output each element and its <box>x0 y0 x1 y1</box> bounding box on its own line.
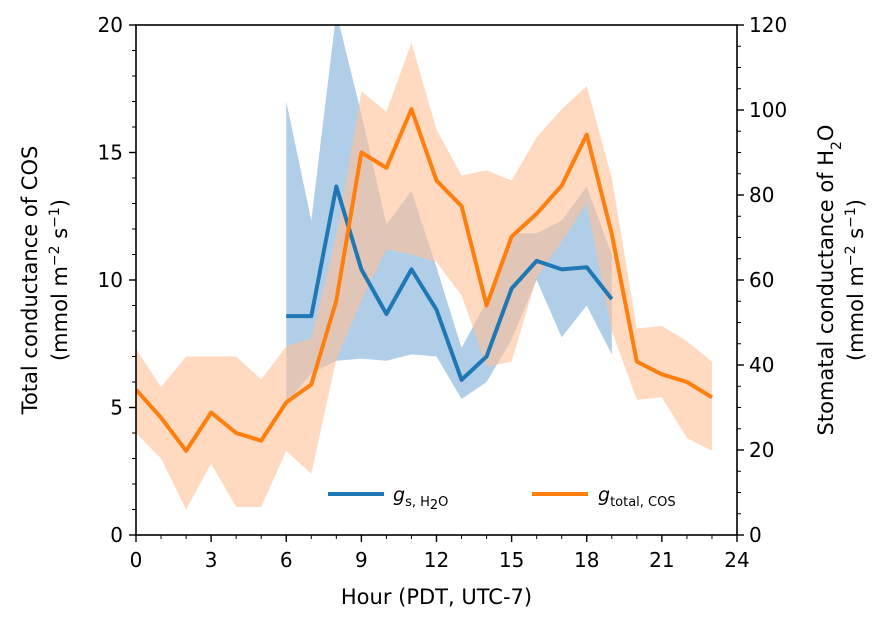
x-tick-label: 9 <box>355 548 368 572</box>
uncertainty-bands <box>136 25 712 510</box>
left-y-axis-title-line2: (mmol m−2 s−1) <box>47 199 72 361</box>
y-left-tick-label: 5 <box>110 396 123 420</box>
y-right-tick-label: 40 <box>749 353 774 377</box>
y-right-tick-label: 80 <box>749 183 774 207</box>
left-y-axis-title-line1: Total conductance of COS <box>18 146 42 416</box>
x-tick-label: 3 <box>205 548 218 572</box>
right-y-axis-title: Stomatal conductance of H2O (mmol m−2 s−… <box>814 125 868 436</box>
x-tick-label: 15 <box>499 548 524 572</box>
y-left-tick-label: 10 <box>98 268 123 292</box>
y-right-tick-label: 120 <box>749 13 787 37</box>
band-gs-h2o <box>286 25 612 404</box>
x-tick-label: 18 <box>574 548 599 572</box>
y-left-tick-label: 20 <box>98 13 123 37</box>
legend-label-gtotal-cos: gtotal, COS <box>598 484 676 510</box>
y-left-tick-label: 0 <box>110 523 123 547</box>
right-y-axis-title-line2: (mmol m−2 s−1) <box>843 199 868 361</box>
y-left-tick-label: 15 <box>98 141 123 165</box>
x-tick-label: 24 <box>724 548 749 572</box>
y-right-tick-label: 20 <box>749 438 774 462</box>
line-gs-h2o <box>286 184 614 382</box>
band-gtotal-cos <box>136 42 712 510</box>
left-y-axis-title: Total conductance of COS (mmol m−2 s−1) <box>18 146 72 416</box>
series-lines <box>136 107 714 453</box>
y-right-tick-label: 60 <box>749 268 774 292</box>
y-right-tick-label: 100 <box>749 98 787 122</box>
x-tick-label: 0 <box>130 548 143 572</box>
x-tick-label: 6 <box>280 548 293 572</box>
legend: gs, H2O gtotal, COS <box>328 484 676 513</box>
x-tick-label: 12 <box>424 548 449 572</box>
right-y-axis-title-line1: Stomatal conductance of H2O <box>814 125 845 436</box>
legend-label-gs-h2o: gs, H2O <box>393 484 448 513</box>
x-tick-label: 21 <box>649 548 674 572</box>
y-right-tick-label: 0 <box>749 523 762 547</box>
x-axis-title: Hour (PDT, UTC-7) <box>341 585 532 609</box>
line-gtotal-cos <box>136 107 714 453</box>
